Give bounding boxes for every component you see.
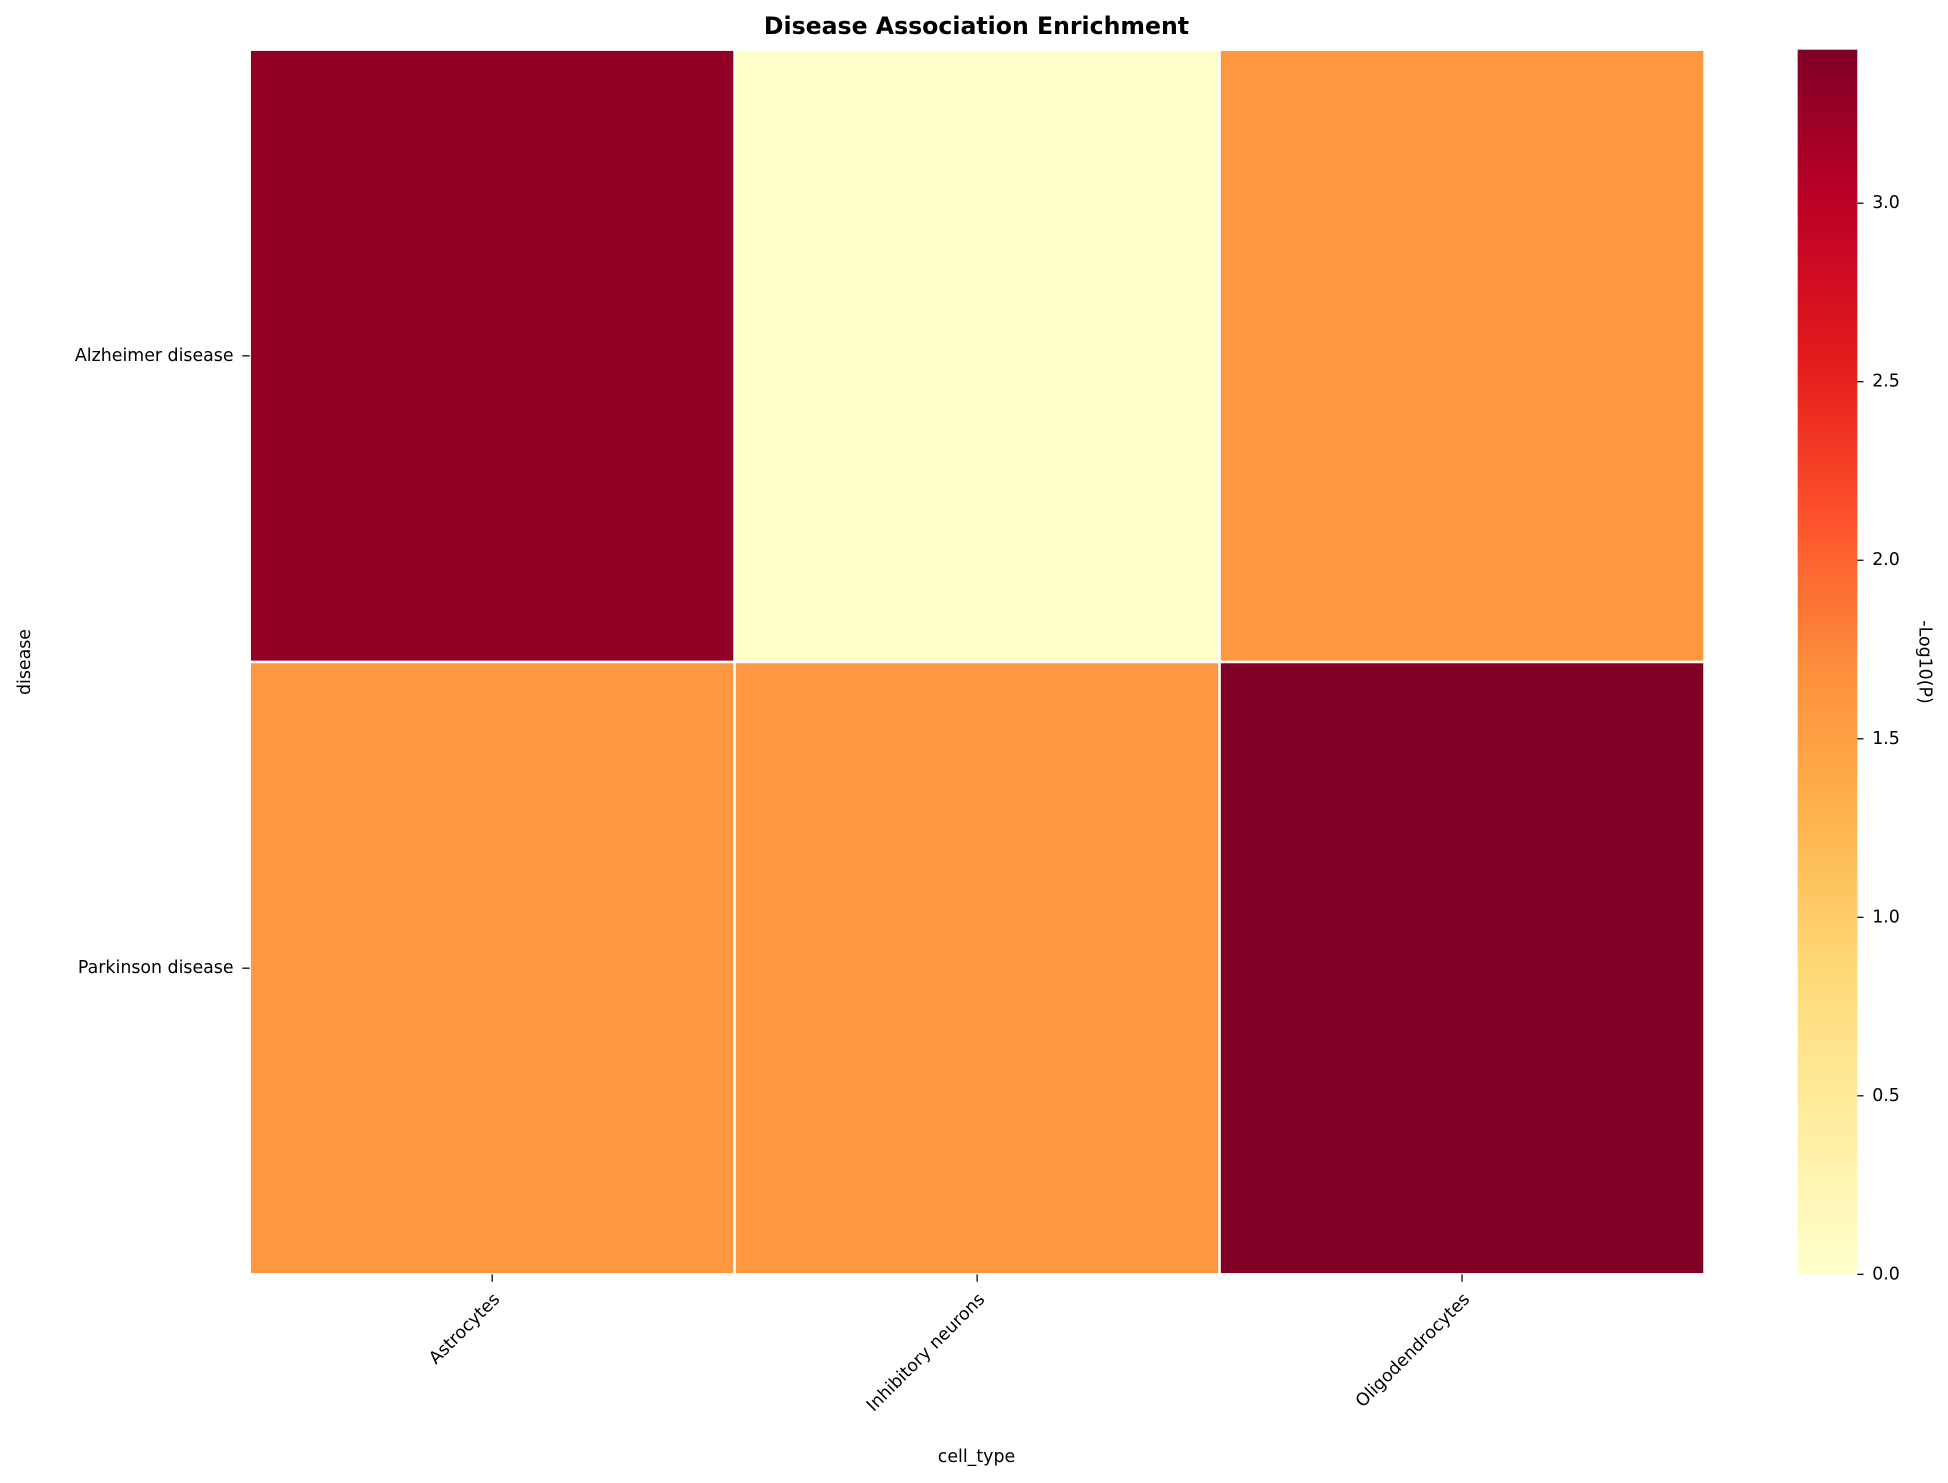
heatmap-cell <box>733 660 1221 1276</box>
y-tick-label: Parkinson disease <box>78 958 234 978</box>
colorbar-tick-label: 2.0 <box>1872 550 1900 570</box>
colorbar-tick-label: 0.5 <box>1872 1086 1900 1106</box>
x-tick-label: Inhibitory neurons <box>863 1290 989 1416</box>
chart-title: Disease Association Enrichment <box>764 12 1189 40</box>
heatmap-cell <box>733 48 1221 664</box>
heatmap-cell <box>1218 660 1706 1276</box>
y-axis-label: disease <box>15 629 35 695</box>
x-tick-label: Astrocytes <box>425 1290 504 1369</box>
x-axis-label: cell_type <box>938 1447 1015 1467</box>
heatmap-cell <box>248 660 736 1276</box>
colorbar-tick-label: 2.5 <box>1872 372 1900 392</box>
x-tick-label: Oligodendrocytes <box>1352 1290 1474 1412</box>
heatmap-cell <box>248 48 736 664</box>
heatmap-cell <box>1218 48 1706 664</box>
colorbar-label: -Log10(P) <box>1914 620 1934 703</box>
colorbar-tick-label: 3.0 <box>1872 193 1900 213</box>
colorbar-tick-label: 1.0 <box>1872 907 1900 927</box>
y-tick-label: Alzheimer disease <box>75 346 234 366</box>
colorbar-tick-label: 0.0 <box>1872 1264 1900 1284</box>
colorbar <box>1797 49 1858 1275</box>
colorbar-tick-label: 1.5 <box>1872 729 1900 749</box>
